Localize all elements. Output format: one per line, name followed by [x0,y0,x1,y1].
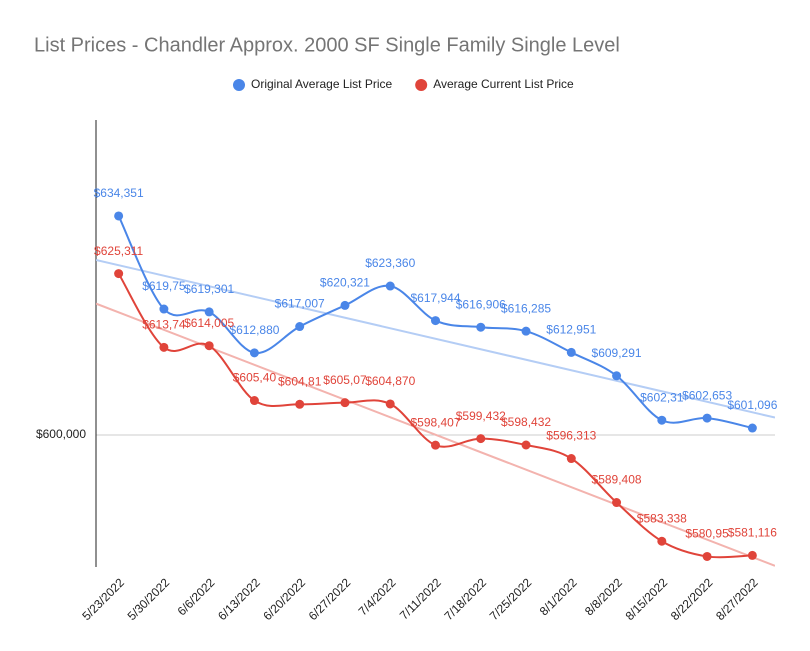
data-label: $599,432 [456,409,506,423]
data-label: $583,338 [637,511,687,525]
data-label: $581,116 [728,526,777,540]
data-label: $598,432 [501,415,551,429]
data-label: $605,07 [323,373,367,387]
data-label: $605,40 [233,371,277,385]
data-label: $616,285 [501,301,551,315]
data-label: $619,75 [142,279,186,293]
data-label: $614,005 [184,316,234,330]
legend-label: Original Average List Price [251,77,393,91]
data-point [114,211,124,221]
data-label: $589,408 [592,473,642,487]
data-point [340,300,350,310]
data-point [657,415,667,425]
chart-title: List Prices - Chandler Approx. 2000 SF S… [34,34,620,56]
data-label: $602,653 [682,388,732,402]
data-point [476,322,486,332]
data-point [747,423,757,433]
data-point [385,399,395,409]
legend-label: Average Current List Price [433,77,574,91]
data-point [476,434,486,444]
data-label: $625,311 [94,244,143,258]
data-point [431,316,440,326]
data-point [385,281,395,291]
data-label: $580,95 [685,527,729,541]
data-point [702,551,712,561]
data-label: $598,407 [410,415,460,429]
data-label: $602,31 [640,390,684,404]
data-point [657,536,667,546]
data-point [159,342,169,352]
data-label: $619,301 [184,282,234,296]
data-label: $623,360 [365,256,415,270]
data-point [431,440,440,450]
data-point [340,398,350,408]
data-point [204,307,214,317]
data-point [612,371,622,381]
data-point [612,498,622,508]
series-line [117,273,753,559]
data-point [702,413,712,423]
data-label: $616,906 [456,297,506,311]
data-label: $634,351 [94,186,144,200]
data-label: $612,880 [229,323,279,337]
legend-marker [415,79,428,91]
data-point [747,550,757,560]
data-label: $617,007 [275,297,325,311]
data-label: $617,944 [410,291,460,305]
trendline [96,258,775,419]
data-label: $620,321 [320,276,370,290]
data-label: $604,870 [365,374,415,388]
data-label: $596,313 [546,429,596,443]
data-point [204,341,214,351]
legend-marker [233,79,245,91]
data-label: $613,74 [142,318,186,332]
data-label: $612,951 [546,323,596,337]
data-point [521,326,531,336]
data-point [249,396,259,406]
data-label: $604,81 [278,374,322,388]
data-point [295,399,305,409]
data-label: $609,291 [592,346,642,360]
data-point [159,304,169,314]
data-point [295,322,305,332]
data-point [521,440,531,450]
data-point [566,347,576,357]
data-label: $601,096 [727,398,777,412]
data-point [249,348,259,358]
y-tick-label: $600,000 [36,427,86,441]
data-point [114,269,124,279]
data-point [566,454,576,464]
